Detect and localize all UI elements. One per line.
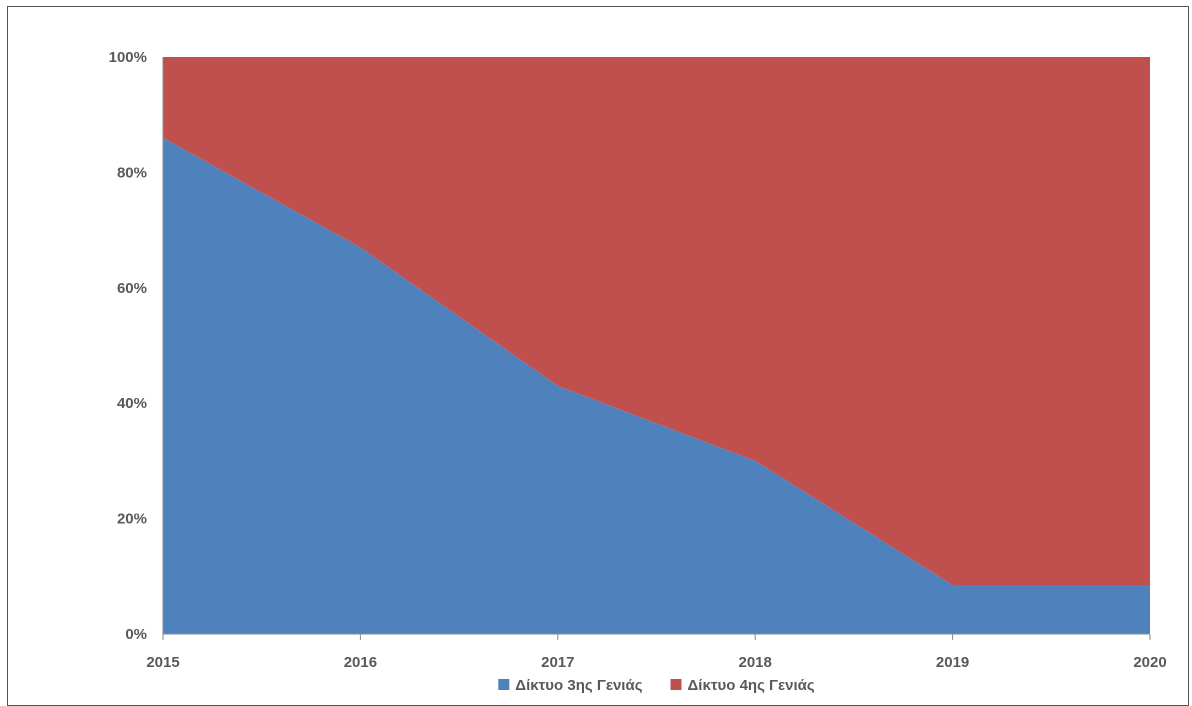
legend-item-2: Δίκτυο 4ης Γενιάς <box>670 677 815 694</box>
legend-swatch <box>498 679 510 690</box>
area-series-2 <box>163 57 1150 585</box>
y-tick-label: 80% <box>117 164 147 181</box>
chart-areas <box>163 57 1150 634</box>
x-tick-label: 2016 <box>344 654 377 671</box>
area-series-1 <box>163 137 1150 634</box>
y-tick-label: 60% <box>117 280 147 297</box>
legend-label: Δίκτυο 3ης Γενιάς <box>515 677 642 694</box>
y-axis-ticks: 0% 20% 40% 60% 80% 100% <box>109 49 147 643</box>
x-tick-label: 2015 <box>146 654 179 671</box>
y-tick-label: 40% <box>117 395 147 412</box>
legend-label: Δίκτυο 4ης Γενιάς <box>688 677 815 694</box>
legend-swatch <box>670 679 682 690</box>
y-tick-label: 100% <box>109 49 147 66</box>
x-tick-label: 2017 <box>541 654 574 671</box>
x-tick-label: 2018 <box>739 654 772 671</box>
x-tick-label: 2020 <box>1133 654 1166 671</box>
x-axis-ticks: 2015 2016 2017 2018 2019 2020 <box>146 654 1166 671</box>
legend: Δίκτυο 3ης Γενιάς Δίκτυο 4ης Γενιάς <box>498 677 815 694</box>
x-tick-label: 2019 <box>936 654 969 671</box>
y-tick-label: 0% <box>125 626 147 643</box>
legend-item-1: Δίκτυο 3ης Γενιάς <box>498 677 643 694</box>
chart-axes <box>162 57 1151 640</box>
y-tick-label: 20% <box>117 511 147 528</box>
